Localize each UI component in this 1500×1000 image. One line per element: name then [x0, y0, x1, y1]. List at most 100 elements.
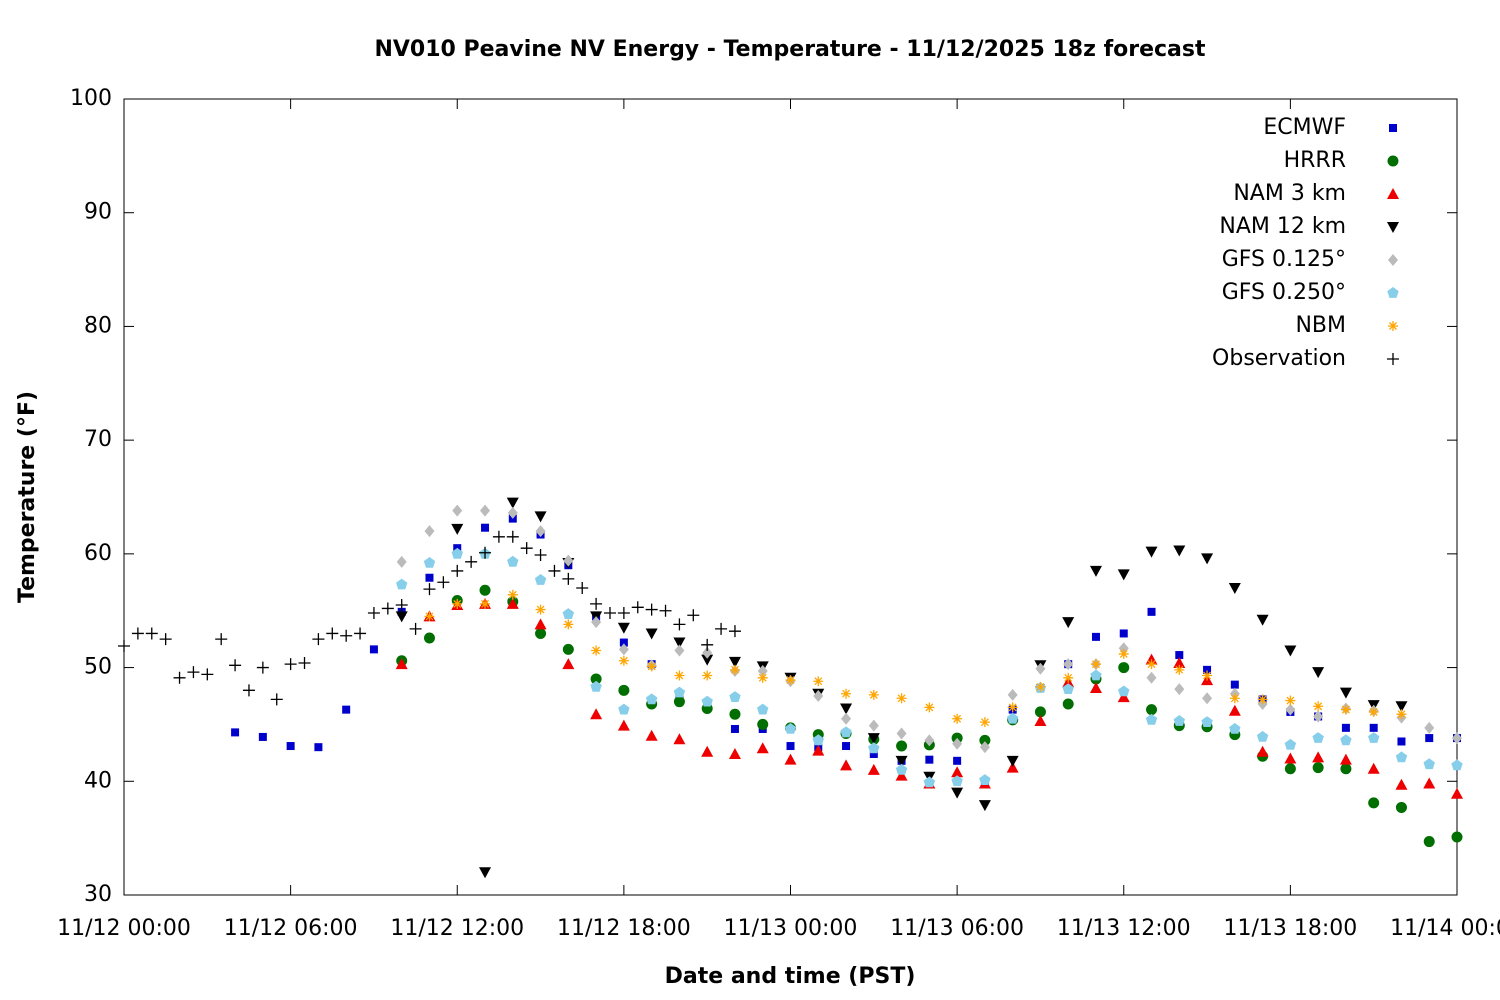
marker-circle: [1368, 797, 1380, 809]
marker-triangle-down: [1173, 545, 1186, 557]
legend-label: NBM: [1295, 313, 1346, 338]
marker-pentagon: [757, 703, 769, 715]
marker-pentagon: [784, 723, 797, 734]
marker-triangle-down: [1284, 645, 1297, 657]
marker-triangle-down: [1062, 617, 1075, 629]
marker-pentagon: [1256, 730, 1269, 742]
marker-diamond: [591, 616, 602, 629]
marker-square: [1369, 723, 1378, 732]
marker-star: [424, 611, 435, 622]
marker-triangle: [673, 733, 686, 745]
x-tick-label: 11/13 06:00: [890, 916, 1024, 941]
marker-pentagon: [534, 574, 547, 585]
marker-square: [1397, 737, 1406, 746]
marker-plus: [631, 601, 644, 614]
marker-diamond: [1452, 732, 1462, 745]
marker-triangle: [1284, 752, 1297, 764]
y-tick-label: 60: [84, 541, 112, 566]
marker-pentagon: [507, 555, 519, 567]
marker-triangle: [1423, 777, 1436, 789]
marker-plus: [520, 542, 533, 555]
marker-triangle: [1339, 753, 1352, 765]
marker-triangle-down: [867, 733, 880, 745]
marker-triangle: [506, 597, 519, 609]
marker-plus: [284, 658, 297, 671]
marker-pentagon: [1118, 685, 1130, 697]
marker-square: [286, 742, 295, 751]
marker-triangle-down: [451, 523, 464, 535]
marker-diamond: [1313, 710, 1324, 723]
marker-pentagon: [840, 726, 852, 738]
marker-triangle: [840, 759, 853, 771]
marker-plus: [298, 657, 311, 670]
marker-pentagon: [423, 557, 436, 568]
marker-square: [1389, 124, 1397, 132]
marker-diamond: [868, 719, 879, 732]
marker-star: [785, 675, 796, 686]
marker-plus: [118, 639, 130, 652]
marker-pentagon: [1423, 758, 1435, 770]
x-tick-label: 11/14 00:00: [1390, 916, 1500, 941]
marker-plus: [590, 597, 603, 610]
marker-plus: [173, 671, 186, 684]
marker-circle: [1146, 704, 1158, 716]
marker-square: [425, 573, 434, 582]
y-tick-label: 70: [84, 427, 112, 452]
marker-triangle-down: [1117, 569, 1130, 581]
marker-triangle-down: [895, 755, 908, 767]
marker-diamond: [1063, 658, 1074, 671]
marker-triangle: [1367, 762, 1380, 774]
marker-pentagon: [1451, 759, 1463, 771]
marker-diamond: [1146, 671, 1157, 684]
marker-square: [619, 638, 628, 647]
marker-square: [1203, 665, 1212, 674]
marker-triangle: [784, 753, 797, 765]
marker-pentagon: [1090, 669, 1102, 681]
marker-plus: [340, 629, 353, 642]
y-tick-label: 40: [84, 768, 112, 793]
marker-star: [1007, 702, 1018, 713]
marker-star: [757, 672, 768, 683]
marker-circle: [1340, 763, 1352, 775]
marker-circle: [1395, 801, 1407, 813]
x-tick-label: 11/13 18:00: [1223, 916, 1357, 941]
marker-diamond: [507, 506, 518, 519]
marker-triangle-down: [506, 497, 519, 509]
marker-diamond: [813, 690, 824, 702]
marker-pentagon: [1368, 732, 1380, 743]
y-tick-label: 30: [84, 882, 112, 907]
marker-star: [896, 693, 907, 704]
marker-pentagon: [645, 693, 658, 705]
marker-square: [231, 728, 240, 737]
marker-circle: [1034, 706, 1046, 718]
marker-star: [1118, 648, 1129, 659]
marker-star: [702, 670, 713, 681]
x-tick-label: 11/12 18:00: [557, 916, 691, 941]
marker-square: [1341, 723, 1350, 732]
marker-star: [1035, 681, 1046, 692]
marker-square: [730, 724, 739, 733]
marker-plus: [728, 625, 741, 638]
marker-star: [1313, 701, 1324, 712]
marker-triangle: [1256, 745, 1269, 757]
marker-triangle: [1089, 682, 1102, 694]
marker-pentagon: [673, 686, 686, 698]
marker-pentagon: [451, 547, 463, 559]
marker-square: [314, 743, 323, 752]
legend-label: NAM 12 km: [1219, 214, 1346, 239]
marker-circle: [1284, 763, 1296, 775]
marker-star: [952, 713, 963, 724]
marker-plus: [159, 633, 172, 646]
marker-circle: [535, 627, 547, 639]
marker-star: [452, 598, 463, 609]
marker-plus: [187, 666, 200, 679]
marker-diamond: [841, 712, 852, 725]
marker-star: [1340, 704, 1351, 715]
marker-pentagon: [590, 680, 602, 692]
marker-triangle: [1228, 704, 1241, 716]
x-tick-label: 11/12 00:00: [57, 916, 191, 941]
marker-triangle-down: [1339, 687, 1352, 699]
marker-triangle-down: [645, 628, 658, 640]
marker-circle: [673, 696, 685, 708]
marker-triangle: [1006, 761, 1019, 773]
